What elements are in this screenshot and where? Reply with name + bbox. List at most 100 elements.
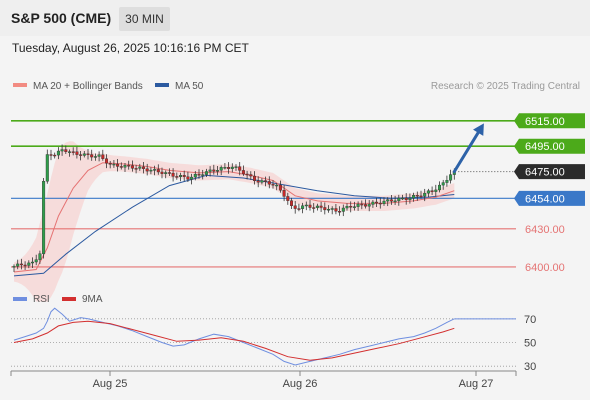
- rsi-tick-label: 30: [524, 361, 536, 373]
- candle: [178, 172, 182, 182]
- candle: [219, 165, 223, 176]
- candle: [116, 158, 120, 172]
- candle: [260, 178, 264, 185]
- candle: [130, 160, 134, 172]
- candle: [449, 169, 453, 184]
- candle: [327, 205, 331, 213]
- candle: [434, 184, 438, 197]
- rsi-tick-label: 50: [524, 338, 536, 350]
- candle: [389, 195, 393, 205]
- candle: [252, 171, 256, 185]
- rsi-tick-labels: 70 50 30: [524, 314, 536, 373]
- candle: [441, 179, 445, 190]
- candle: [138, 163, 142, 171]
- candle: [56, 147, 60, 160]
- candle: [64, 145, 68, 154]
- candle: [297, 203, 301, 212]
- candle: [215, 166, 219, 176]
- candle: [141, 162, 145, 174]
- candle: [67, 149, 71, 157]
- candle: [60, 144, 64, 156]
- candle: [119, 162, 123, 170]
- candle: [190, 173, 194, 185]
- candle: [171, 168, 175, 182]
- candle: [164, 170, 168, 179]
- candle: [308, 199, 312, 211]
- candle: [349, 201, 353, 213]
- candle: [271, 180, 275, 189]
- legend-label-ma50: MA 50: [175, 81, 204, 92]
- candle: [404, 193, 408, 205]
- rsi-9ma-line: [13, 320, 455, 361]
- candle: [375, 197, 379, 208]
- candle: [208, 166, 212, 177]
- candle: [382, 197, 386, 206]
- candle: [53, 152, 57, 159]
- candle: [167, 168, 171, 177]
- candle: [367, 200, 371, 212]
- candle: [127, 160, 131, 170]
- candle: [223, 162, 227, 170]
- candle: [49, 149, 53, 161]
- timeframe-badge[interactable]: [119, 7, 170, 31]
- candle: [82, 151, 86, 158]
- candle: [364, 199, 368, 209]
- level-value: 6430.00: [525, 224, 565, 236]
- candle: [338, 206, 342, 216]
- candle: [227, 162, 231, 174]
- candle: [245, 170, 249, 180]
- candle: [145, 163, 149, 176]
- candle: [97, 151, 101, 162]
- candle: [293, 200, 297, 214]
- candle: [42, 177, 46, 259]
- candle: [445, 175, 449, 187]
- candle: [360, 200, 364, 210]
- candle: [45, 149, 49, 184]
- candle: [312, 203, 316, 213]
- candle: [101, 149, 105, 161]
- level-value: 6515.00: [525, 116, 565, 128]
- level-value: 6495.00: [525, 141, 565, 153]
- candle: [186, 171, 190, 182]
- candle: [71, 147, 75, 156]
- candle: [438, 181, 442, 193]
- candle: [104, 154, 108, 169]
- price-panel: 6515.00 6495.00 6475.00 6454.00 6430.00 6400.…: [11, 113, 585, 302]
- candle: [334, 203, 338, 215]
- level-label-6400-00: 6400.00: [525, 262, 565, 274]
- candle: [282, 185, 286, 202]
- candle: [212, 164, 216, 175]
- candle: [204, 168, 208, 178]
- candle: [79, 151, 83, 161]
- candle: [23, 261, 27, 271]
- candle: [230, 163, 234, 173]
- header-bar: [0, 0, 590, 36]
- legend-label-ma20: MA 20 + Bollinger Bands: [33, 81, 143, 92]
- candle: [278, 180, 282, 193]
- candle: [12, 264, 16, 273]
- level-label-6475-00: 6475.00: [514, 164, 585, 180]
- candle: [386, 197, 390, 207]
- level-lines: [11, 119, 516, 268]
- legend-swatch-rsi: [13, 297, 27, 301]
- candle: [149, 167, 153, 175]
- candle: [275, 182, 279, 191]
- level-value: 6400.00: [525, 262, 565, 274]
- legend-swatch-ma20: [13, 83, 27, 87]
- candle: [193, 171, 197, 181]
- rsi-panel: 70 50 30: [11, 307, 536, 373]
- candle: [378, 197, 382, 209]
- candle: [86, 149, 90, 160]
- timeframe-label: 30 MIN: [125, 12, 164, 26]
- level-label-6454-00: 6454.00: [514, 190, 585, 206]
- candle: [75, 146, 79, 159]
- candle: [27, 260, 31, 269]
- candle: [371, 199, 375, 208]
- candle: [134, 164, 138, 174]
- legend-swatch-ma50: [155, 83, 169, 87]
- candle: [341, 204, 345, 217]
- candle: [90, 149, 94, 161]
- candle: [234, 164, 238, 171]
- forecast-arrow-head: [473, 123, 484, 136]
